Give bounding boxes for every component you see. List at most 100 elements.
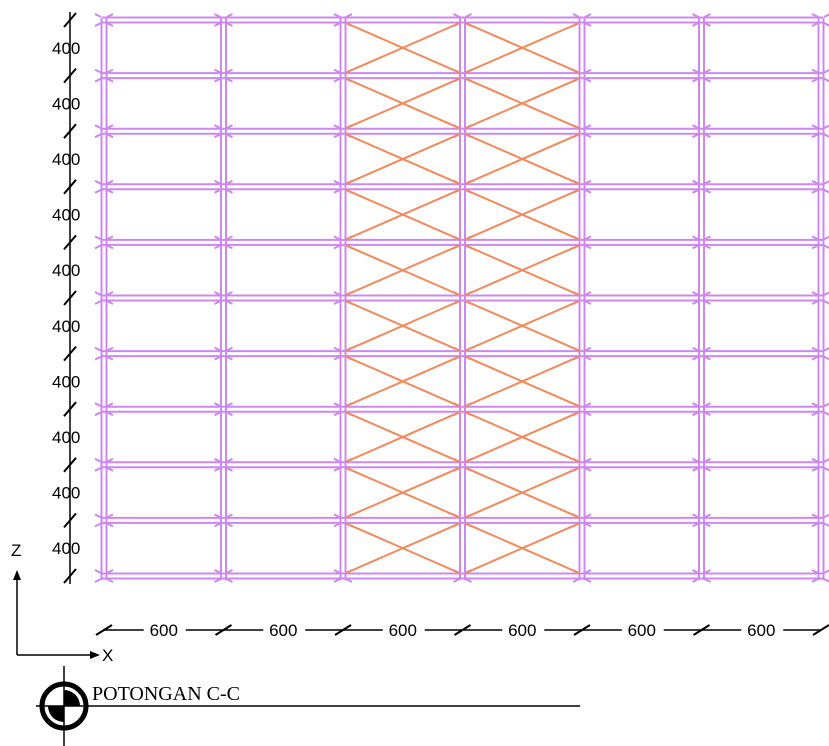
brace-diagonal xyxy=(345,411,460,463)
beam-column-joint xyxy=(811,457,829,472)
beam-column-joint xyxy=(692,402,711,417)
beam-column-joint xyxy=(692,513,711,528)
z-dimension-tick xyxy=(63,401,77,417)
beam-column-joint xyxy=(692,346,711,361)
beam-column-joint xyxy=(811,13,829,27)
story-height-label: 400 xyxy=(52,484,80,503)
beam-column-joint xyxy=(94,291,114,305)
beam-column-joint xyxy=(692,179,711,194)
beam-column-joint xyxy=(811,235,829,250)
brace-diagonal xyxy=(345,133,460,185)
z-dimension-tick xyxy=(63,290,77,306)
beam-column-joint xyxy=(214,13,233,27)
z-dimension-tick xyxy=(63,512,77,529)
x-bracing-group xyxy=(345,22,580,574)
brace-diagonal xyxy=(465,22,580,74)
z-dimension-tick xyxy=(63,123,77,139)
beam-column-joint xyxy=(214,68,233,83)
beam-column-joint xyxy=(214,124,233,139)
brace-diagonal xyxy=(465,466,580,519)
brace-diagonal xyxy=(345,466,460,519)
brace-diagonal xyxy=(465,188,580,241)
bay-width-label: 600 xyxy=(508,621,536,640)
section-title-block: POTONGAN C-C xyxy=(36,666,580,746)
beam-column-joint xyxy=(214,235,233,250)
story-height-label: 400 xyxy=(52,539,80,558)
brace-diagonal xyxy=(465,411,580,463)
beam-column-joint xyxy=(811,402,829,417)
beam-column-joint xyxy=(214,291,233,305)
brace-diagonal xyxy=(465,244,580,296)
story-height-label: 400 xyxy=(52,94,80,113)
x-axis-arrow-icon xyxy=(90,651,100,659)
story-height-label: 400 xyxy=(52,317,80,336)
z-dimension-tick xyxy=(63,12,77,28)
brace-diagonal xyxy=(345,522,460,574)
beam-column-joint xyxy=(692,68,711,83)
beam-column-joint xyxy=(94,124,114,139)
beam-column-joint xyxy=(214,346,233,361)
beam-column-joint xyxy=(692,235,711,250)
story-height-label: 400 xyxy=(52,428,80,447)
beam-column-joint xyxy=(811,124,829,139)
brace-diagonal xyxy=(345,188,460,241)
beam-column-joint xyxy=(94,402,114,417)
z-dimension-tick xyxy=(63,457,77,473)
brace-diagonal xyxy=(465,300,580,352)
beam-column-joint xyxy=(214,569,233,583)
beam-column-joint xyxy=(692,124,711,139)
z-dimension-tick xyxy=(63,234,77,251)
beam-column-joint xyxy=(811,346,829,361)
story-height-label: 400 xyxy=(52,372,80,391)
beam-column-joint xyxy=(692,457,711,472)
beam-column-joint xyxy=(692,291,711,305)
beam-column-joint xyxy=(692,569,711,583)
beam-column-joint xyxy=(94,346,114,361)
beam-column-joint xyxy=(94,457,114,472)
story-height-label: 400 xyxy=(52,206,80,225)
beam-column-joint xyxy=(214,457,233,472)
beam-column-joint xyxy=(214,513,233,528)
beam-column-joint xyxy=(811,569,829,583)
brace-diagonal xyxy=(345,22,460,74)
section-title: POTONGAN C-C xyxy=(92,683,240,705)
beam-column-joint xyxy=(811,513,829,528)
brace-diagonal xyxy=(345,77,460,130)
z-dimension-tick xyxy=(63,345,77,362)
beam-column-joint xyxy=(572,13,592,27)
vertical-dimension-chain: 400 400 400 400 400 400 400 400 400 400 xyxy=(52,12,80,584)
beam-column-joint xyxy=(94,68,114,83)
beam-column-joint xyxy=(94,179,114,194)
brace-diagonal xyxy=(345,355,460,408)
brace-diagonal xyxy=(345,300,460,352)
section-marker-fill-q3 xyxy=(48,706,64,722)
horizontal-dimension-chain: 600 600 600 600 600 600 xyxy=(95,621,829,640)
story-height-label: 400 xyxy=(52,261,80,280)
z-dimension-tick xyxy=(63,179,77,195)
bay-width-label: 600 xyxy=(389,621,417,640)
beam-column-joint xyxy=(453,13,472,27)
beam-column-joint xyxy=(94,235,114,250)
story-height-label: 400 xyxy=(52,39,80,58)
z-axis-label: Z xyxy=(11,541,21,560)
beam-column-joint xyxy=(692,13,711,27)
section-marker-fill-q1 xyxy=(64,690,80,706)
brace-diagonal xyxy=(465,77,580,130)
bay-width-label: 600 xyxy=(269,621,297,640)
bay-width-label: 600 xyxy=(747,621,775,640)
beam-column-joint xyxy=(333,13,353,27)
section-marker-ring xyxy=(39,681,89,731)
brace-diagonal xyxy=(465,355,580,408)
beam-column-joint xyxy=(811,68,829,83)
brace-diagonal xyxy=(345,244,460,296)
bay-width-label: 600 xyxy=(628,621,656,640)
brace-diagonal xyxy=(465,522,580,574)
coordinate-axes: Z X xyxy=(11,541,113,665)
beam-column-joint xyxy=(811,291,829,305)
beam-column-joint xyxy=(214,179,233,194)
beam-column-joint xyxy=(214,402,233,417)
beam-column-joint xyxy=(94,569,114,583)
z-dimension-tick xyxy=(63,67,77,84)
beam-column-joint xyxy=(94,13,114,27)
